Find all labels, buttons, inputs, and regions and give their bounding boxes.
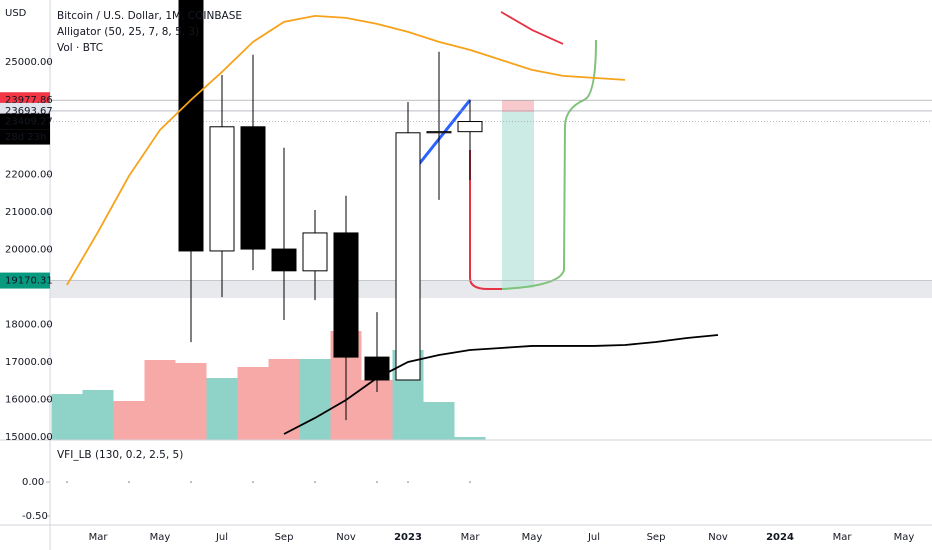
y-tick-label: 22000.00 (5, 169, 53, 180)
candle-body (209, 126, 235, 252)
pane-title: VFI_LB (130, 0.2, 2.5, 5) (57, 449, 183, 461)
indicator-label: Alligator (50, 25, 7, 8, 5, 3) (57, 26, 199, 38)
currency: USD (5, 8, 27, 19)
x-tick-label: Mar (89, 532, 109, 543)
price-label-bg (0, 113, 50, 130)
price-label: 23693.67 (5, 106, 53, 117)
pane-dot (376, 481, 378, 483)
indicator-line (500, 11, 564, 45)
y-tick-label: 21000.00 (5, 207, 53, 218)
candle-body (457, 121, 483, 133)
price-label: 23977.86 (5, 95, 53, 106)
x-tick-label: Nov (708, 532, 728, 543)
x-tick-label: 2024 (766, 532, 794, 543)
x-tick-label: Sep (647, 532, 666, 543)
y-tick-label: 18000.00 (5, 319, 53, 330)
pane-dot (128, 481, 130, 483)
x-tick-label: Sep (275, 532, 294, 543)
volume-bar (237, 367, 269, 440)
x-tick-label: May (894, 532, 915, 543)
volume-bar (299, 359, 331, 440)
plot-layer (50, 0, 932, 435)
countdown: 28d 23h (5, 132, 46, 143)
volume-bar (144, 360, 176, 440)
volume-bar (113, 401, 145, 440)
y-tick-label: 25000.00 (5, 57, 53, 68)
y-tick-label: 0.00 (22, 477, 44, 488)
price-label-bg (0, 272, 50, 289)
x-tick-label: May (150, 532, 171, 543)
pane-dot (190, 481, 192, 483)
price-label: 19170.31 (5, 276, 53, 287)
pane-dot (66, 481, 68, 483)
x-tick-label: 2023 (394, 532, 422, 543)
candle-body (302, 232, 328, 272)
volume-bar (423, 402, 455, 440)
candle-body (333, 232, 359, 358)
x-tick-label: Nov (336, 532, 356, 543)
pane-dot (469, 481, 471, 483)
x-tick-label: Jul (215, 532, 228, 543)
indicator-line (283, 334, 719, 435)
countdown-bg (0, 129, 50, 145)
x-tick-label: May (522, 532, 543, 543)
volume-bar (175, 363, 207, 440)
candle-body (271, 248, 297, 272)
volume-bar (82, 390, 114, 440)
pane-dot (252, 481, 254, 483)
drawing-red (469, 150, 502, 290)
volume-layer (51, 331, 486, 440)
candle-body (240, 126, 266, 250)
chart-title: Bitcoin / U.S. Dollar, 1M, COINBASE (57, 10, 242, 22)
y-tick-label: -0.50 (22, 511, 48, 522)
drawing-green (501, 39, 597, 290)
volume-bar (268, 359, 300, 440)
volume-bar (206, 378, 238, 440)
indicator-line (66, 14, 626, 286)
y-tick-label: 17000.00 (5, 357, 53, 368)
target-zone (502, 112, 534, 288)
candle-body (364, 356, 390, 381)
volume-bar (454, 437, 486, 440)
pane-dot (314, 481, 316, 483)
indicator-label: Vol · BTC (57, 42, 103, 54)
candle-body (395, 132, 421, 381)
y-tick-label: 16000.00 (5, 394, 53, 405)
stop-zone (502, 100, 534, 112)
candle-body (178, 0, 204, 252)
pane-dot (407, 481, 409, 483)
x-tick-label: Mar (461, 532, 481, 543)
price-label: 23409.27 (5, 117, 53, 128)
volume-bar (51, 394, 83, 440)
x-tick-label: Mar (833, 532, 853, 543)
y-tick-label: 15000.00 (5, 432, 53, 443)
y-tick-label: 20000.00 (5, 244, 53, 255)
x-tick-label: Jul (587, 532, 600, 543)
candle-body (426, 131, 452, 134)
